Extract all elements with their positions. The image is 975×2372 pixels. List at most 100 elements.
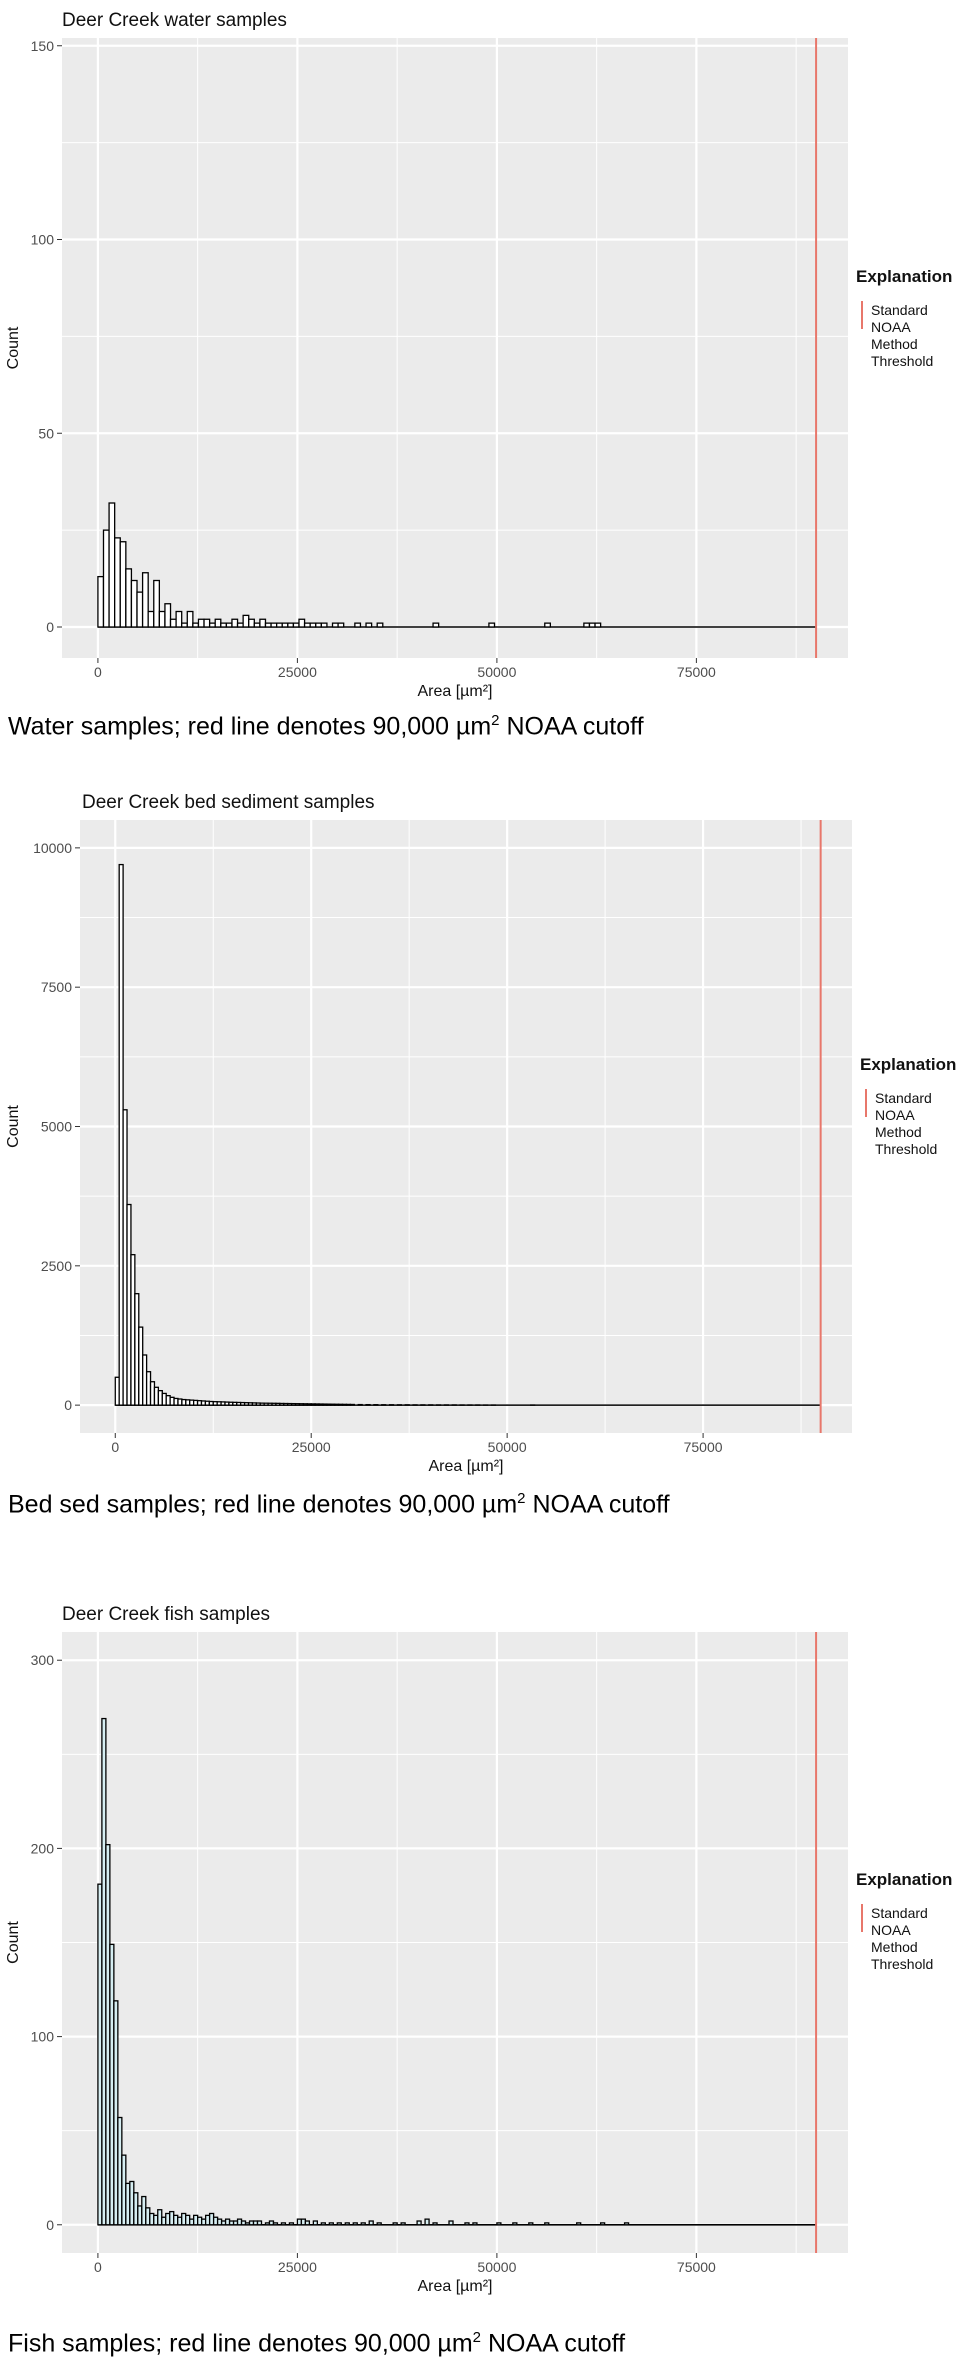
legend-label-line: NOAA bbox=[875, 1107, 915, 1123]
histogram-bar bbox=[192, 622, 200, 628]
caption-superscript: 2 bbox=[517, 1490, 526, 1507]
legend-title: Explanation bbox=[860, 1055, 956, 1074]
x-tick-label: 75000 bbox=[677, 2259, 716, 2275]
y-tick-label: 50 bbox=[38, 425, 54, 441]
histogram-bar bbox=[175, 610, 183, 628]
histogram-bar bbox=[113, 2000, 119, 2226]
fish-chart-panel: 0 25000 50000 75000 0 100 200 300 Deer Creek fis… bbox=[0, 1592, 975, 2372]
y-tick-label: 200 bbox=[31, 1840, 55, 1856]
histogram-bar bbox=[331, 622, 339, 628]
y-tick-label: 0 bbox=[46, 2217, 54, 2233]
y-axis-label: Count bbox=[5, 326, 22, 369]
y-tick-label: 10000 bbox=[33, 840, 72, 856]
histogram-bar bbox=[315, 622, 322, 628]
histogram-bar bbox=[236, 622, 244, 628]
histogram-bar bbox=[119, 541, 127, 628]
histogram-bar bbox=[147, 610, 155, 628]
histogram-bar bbox=[312, 2220, 319, 2226]
caption-text-end: NOAA cutoff bbox=[499, 712, 644, 741]
histogram-bar bbox=[225, 622, 233, 628]
histogram-bar bbox=[320, 2222, 326, 2226]
histogram-bar bbox=[594, 622, 602, 628]
histogram-bar bbox=[432, 2222, 438, 2226]
caption-text-end: NOAA cutoff bbox=[481, 2329, 626, 2358]
histogram-bar bbox=[349, 1403, 355, 1406]
y-tick-label: 2500 bbox=[41, 1258, 72, 1274]
y-tick-label: 300 bbox=[31, 1652, 55, 1668]
histogram-bar bbox=[400, 2222, 406, 2226]
legend-label-line: Standard bbox=[875, 1090, 932, 1106]
x-tick-label: 25000 bbox=[278, 2259, 317, 2275]
caption-text-end: NOAA cutoff bbox=[525, 1490, 670, 1519]
histogram-bar bbox=[512, 2222, 518, 2226]
histogram-bar bbox=[276, 622, 283, 628]
x-axis-label: Area [µm²] bbox=[428, 1458, 503, 1475]
histogram-bar bbox=[164, 603, 172, 628]
histogram-bar bbox=[472, 2222, 478, 2226]
histogram-bar bbox=[97, 575, 105, 628]
y-tick-label: 100 bbox=[31, 232, 55, 248]
histogram-bar bbox=[352, 2222, 358, 2226]
histogram-bar bbox=[544, 2222, 550, 2226]
histogram-bar bbox=[354, 622, 362, 628]
x-tick-label: 0 bbox=[111, 1439, 119, 1455]
legend-label-line: Threshold bbox=[871, 1956, 933, 1972]
legend-label-line: Standard bbox=[871, 302, 928, 318]
caption-text: Bed sed samples; red line denotes 90,000… bbox=[8, 1490, 518, 1519]
y-axis-label: Count bbox=[5, 1921, 22, 1964]
plot-background bbox=[62, 38, 848, 658]
chart-title: Deer Creek fish samples bbox=[62, 1604, 270, 1625]
histogram-bar bbox=[298, 618, 306, 628]
caption-superscript: 2 bbox=[491, 712, 500, 729]
x-tick-label: 75000 bbox=[677, 664, 716, 680]
histogram-bar bbox=[328, 2222, 334, 2226]
chart-title: Deer Creek bed sediment samples bbox=[82, 792, 375, 813]
sediment-caption: Bed sed samples; red line denotes 90,000… bbox=[8, 1490, 670, 1519]
histogram-bar bbox=[336, 2222, 342, 2226]
histogram-bar bbox=[169, 618, 177, 628]
histogram-bar bbox=[357, 1403, 363, 1406]
histogram-bar bbox=[376, 622, 384, 628]
histogram-bar bbox=[270, 622, 278, 628]
histogram-bar bbox=[309, 622, 317, 628]
y-tick-label: 150 bbox=[31, 38, 55, 54]
histogram-bar bbox=[281, 622, 289, 628]
legend-label-line: Method bbox=[871, 336, 918, 352]
sediment-histogram: 0 25000 50000 75000 0 2500 5000 7500 10000 Deer C… bbox=[5, 792, 956, 1475]
legend-label-line: Method bbox=[871, 1939, 918, 1955]
histogram-bar bbox=[365, 622, 373, 628]
histogram-bar bbox=[488, 622, 496, 628]
histogram-bar bbox=[588, 622, 596, 628]
histogram-bar bbox=[136, 591, 144, 628]
chart-title: Deer Creek water samples bbox=[62, 10, 287, 31]
y-tick-label: 0 bbox=[46, 619, 54, 635]
histogram-bar bbox=[288, 2222, 295, 2226]
histogram-bar bbox=[220, 622, 228, 628]
legend-title: Explanation bbox=[856, 1870, 952, 1889]
x-tick-label: 25000 bbox=[292, 1439, 331, 1455]
y-tick-label: 7500 bbox=[41, 979, 72, 995]
legend-label-line: Threshold bbox=[875, 1141, 937, 1157]
histogram-bar bbox=[448, 2220, 454, 2226]
y-axis-label: Count bbox=[5, 1105, 22, 1148]
histogram-bar bbox=[544, 622, 552, 628]
histogram-bar bbox=[365, 1403, 371, 1406]
histogram-bar bbox=[392, 2222, 398, 2226]
histogram-bar bbox=[186, 610, 194, 628]
legend-label-line: Standard bbox=[871, 1905, 928, 1921]
caption-superscript: 2 bbox=[472, 2329, 481, 2346]
caption-text: Water samples; red line denotes 90,000 µ… bbox=[8, 712, 492, 741]
histogram-bar bbox=[181, 622, 188, 628]
histogram-bar bbox=[416, 2220, 422, 2226]
x-axis-label: Area [µm²] bbox=[417, 683, 492, 700]
histogram-bar bbox=[368, 2220, 374, 2226]
histogram-bar bbox=[304, 2220, 311, 2226]
histogram-bar bbox=[337, 622, 345, 628]
legend-label-line: Method bbox=[875, 1124, 922, 1140]
histogram-bar bbox=[424, 2218, 430, 2226]
sediment-chart-panel: 0 25000 50000 75000 0 2500 5000 7500 10000 Deer C… bbox=[0, 780, 975, 1560]
histogram-bar bbox=[203, 618, 211, 628]
histogram-bar bbox=[280, 2222, 287, 2226]
legend-label-line: Threshold bbox=[871, 353, 933, 369]
histogram-bar bbox=[599, 2222, 606, 2226]
